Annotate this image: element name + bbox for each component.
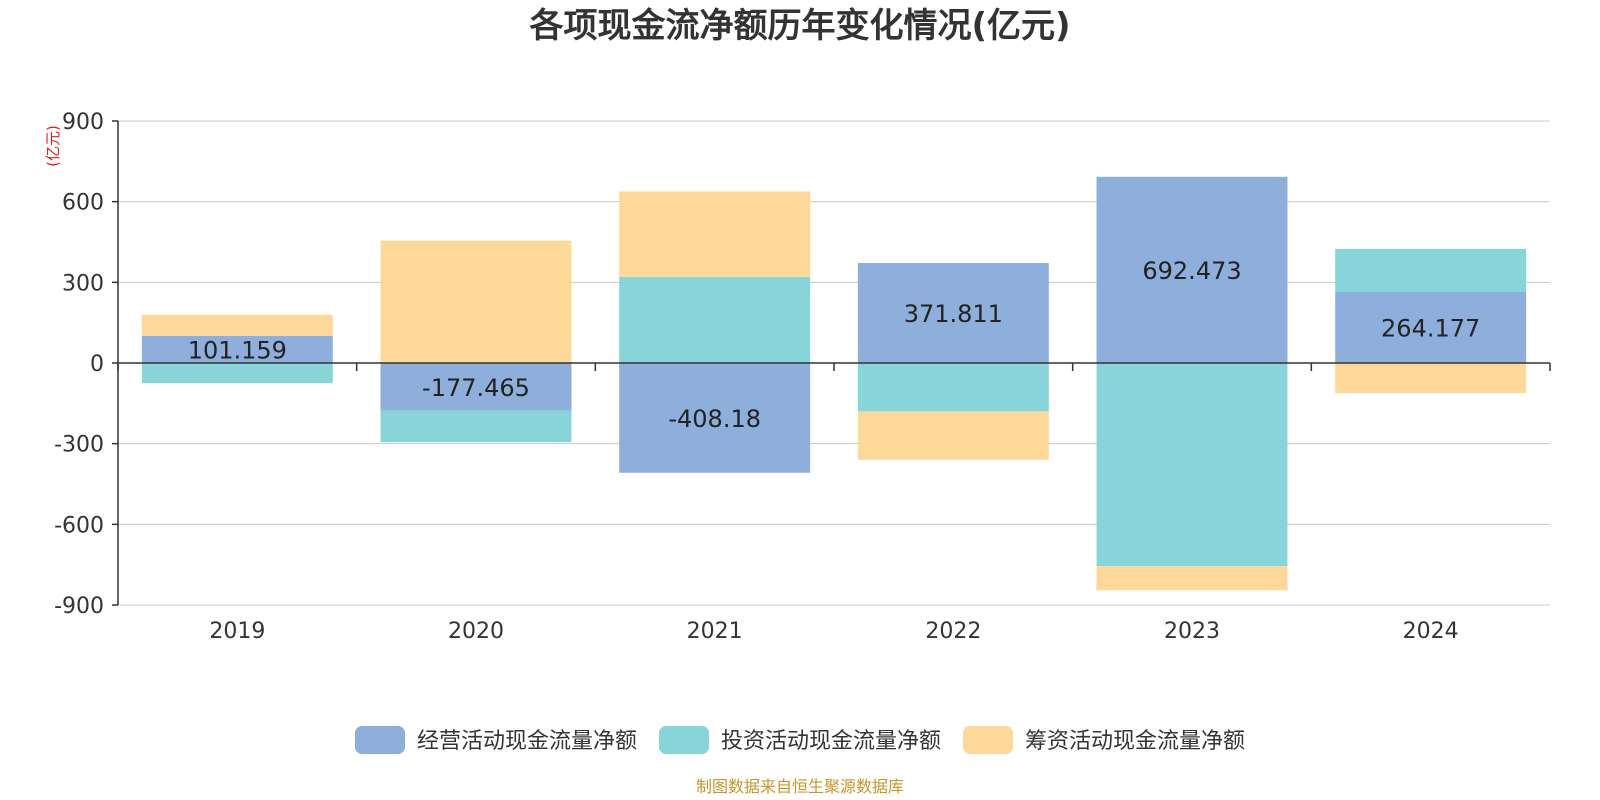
y-tick-label: -900 [54, 594, 104, 619]
bar-segment [1335, 248, 1527, 292]
x-tick-label: 2024 [1403, 619, 1459, 644]
x-tick-label: 2022 [925, 619, 981, 644]
data-label: 692.473 [1142, 257, 1241, 285]
bar-segment [141, 314, 333, 336]
chart-title: 各项现金流净额历年变化情况(亿元) [529, 6, 1070, 46]
source-note: 制图数据来自恒生聚源数据库 [696, 777, 904, 796]
bar-segment [619, 191, 811, 277]
bar-segment [1335, 291, 1527, 363]
bar-segment [1096, 566, 1288, 591]
bar-segment [380, 410, 572, 443]
y-tick-label: -300 [54, 433, 104, 458]
x-tick-label: 2021 [687, 619, 743, 644]
bar-segment [380, 240, 572, 363]
legend-label: 投资活动现金流量净额 [721, 729, 941, 754]
legend-swatch [355, 726, 405, 754]
data-label: 371.811 [904, 300, 1003, 328]
data-label: -408.18 [668, 405, 761, 433]
y-axis-tick-labels: 900 600 300 0 -300 -600 -900 [54, 110, 104, 619]
y-tick-label: 600 [62, 191, 104, 216]
bar-segment [857, 411, 1049, 460]
bar-segment [141, 335, 333, 363]
x-tick-label: 2023 [1164, 619, 1220, 644]
data-label: 101.159 [188, 336, 287, 364]
bar-segment [1096, 176, 1288, 363]
y-tick-label: 900 [62, 110, 104, 135]
bar-segment [619, 276, 811, 363]
x-tick-label: 2020 [448, 619, 504, 644]
legend-swatch [659, 726, 709, 754]
data-label: -177.465 [422, 374, 530, 402]
bar-segment [619, 363, 811, 473]
bar-segment [141, 363, 333, 384]
x-tick-label: 2019 [209, 619, 265, 644]
bar-series-group [141, 176, 1527, 591]
legend-label: 筹资活动现金流量净额 [1025, 729, 1245, 754]
y-tick-label: 0 [90, 352, 104, 377]
y-tick-label: 300 [62, 271, 104, 296]
x-axis-tick-labels: 2019 2020 2021 2022 2023 2024 [209, 619, 1458, 644]
grid-lines [118, 120, 1550, 606]
y-tick-label: -600 [54, 513, 104, 538]
axes [112, 120, 1551, 606]
bar-segment [857, 363, 1049, 412]
bar-segment [857, 263, 1049, 363]
data-labels: 101.159 -177.465 -408.18 371.811 692.473 264.… [188, 257, 1481, 433]
data-label: 264.177 [1381, 314, 1480, 342]
legend-label: 经营活动现金流量净额 [417, 729, 637, 754]
bar-segment [1335, 363, 1527, 394]
bar-segment [380, 363, 572, 411]
legend: 经营活动现金流量净额 投资活动现金流量净额 筹资活动现金流量净额 [355, 726, 1245, 754]
y-axis-unit-label: (亿元) [44, 125, 62, 167]
bar-segment [1096, 363, 1288, 567]
legend-swatch [963, 726, 1013, 754]
